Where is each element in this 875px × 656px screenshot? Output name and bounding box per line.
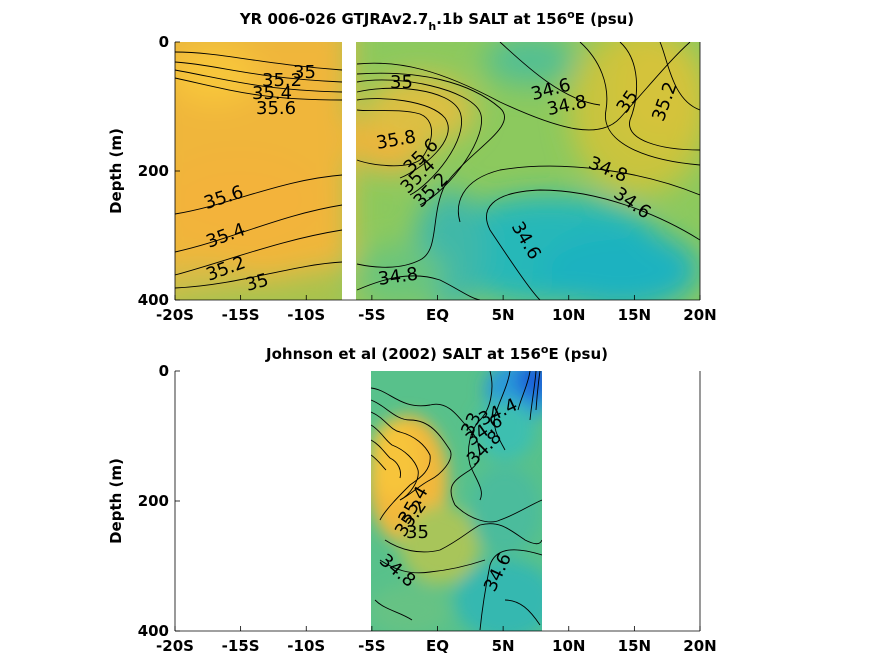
- panel-observed: Johnson et al (2002) SALT at 156oE (psu): [107, 343, 717, 655]
- panel-model: YR 006-026 GTJRAv2.7h.1b SALT at 156oE (…: [107, 8, 717, 324]
- contour-label: 35: [390, 72, 413, 93]
- salinity-field-model: 35 35.2 35.4 35.6 35.6 35.4 35.2 35 35 3…: [175, 42, 700, 300]
- x-tick-label: 20N: [683, 306, 716, 324]
- x-tick-label: EQ: [426, 306, 449, 324]
- y-tick-label: 400: [138, 291, 169, 309]
- x-tick-label: -10S: [287, 306, 325, 324]
- x-tick-label: 5N: [492, 637, 515, 655]
- y-tick-label: 200: [138, 162, 169, 180]
- x-tick-label: -10S: [287, 637, 325, 655]
- y-axis-ticks-observed: 0 200 400: [138, 362, 180, 640]
- contour-label: 35: [293, 62, 316, 83]
- x-tick-label: -20S: [156, 637, 194, 655]
- y-axis-ticks-model: 0 200 400: [138, 33, 180, 309]
- y-axis-label-observed: Depth (m): [107, 458, 125, 544]
- y-tick-label: 0: [159, 362, 169, 380]
- x-tick-label: 20N: [683, 637, 716, 655]
- y-tick-label: 200: [138, 492, 169, 510]
- panel-model-title: YR 006-026 GTJRAv2.7h.1b SALT at 156oE (…: [239, 8, 634, 33]
- contour-label: 35: [406, 522, 429, 543]
- x-tick-label: -20S: [156, 306, 194, 324]
- x-tick-label: -5S: [358, 306, 385, 324]
- y-tick-label: 0: [159, 33, 169, 51]
- x-tick-label: 5N: [492, 306, 515, 324]
- x-tick-label: -15S: [222, 637, 260, 655]
- contour-lines-model: [175, 42, 700, 300]
- salinity-field-observed: 33 34.4 34.6 34.8 35.4 35.2 35 34.8 34.6: [371, 371, 542, 631]
- y-axis-label-model: Depth (m): [107, 128, 125, 214]
- x-tick-label: EQ: [426, 637, 449, 655]
- data-gap: [342, 42, 356, 300]
- contour-label: 35.2: [262, 70, 302, 91]
- x-tick-label: -15S: [222, 306, 260, 324]
- x-axis-ticks-observed: -20S -15S -10S -5S EQ 5N 10N 15N 20N: [156, 626, 717, 655]
- panel-observed-title: Johnson et al (2002) SALT at 156oE (psu): [265, 343, 608, 363]
- x-tick-label: 15N: [618, 306, 651, 324]
- x-tick-label: 10N: [552, 306, 585, 324]
- contour-label: 35.4: [252, 83, 292, 104]
- x-tick-label: 10N: [552, 637, 585, 655]
- contour-label: 35.6: [256, 98, 296, 119]
- x-tick-label: -5S: [358, 637, 385, 655]
- y-tick-label: 400: [138, 622, 169, 640]
- x-tick-label: 15N: [618, 637, 651, 655]
- contour-lines-observed: [371, 371, 542, 631]
- x-axis-ticks-model: -20S -15S -10S -5S EQ 5N 10N 15N 20N: [156, 295, 717, 324]
